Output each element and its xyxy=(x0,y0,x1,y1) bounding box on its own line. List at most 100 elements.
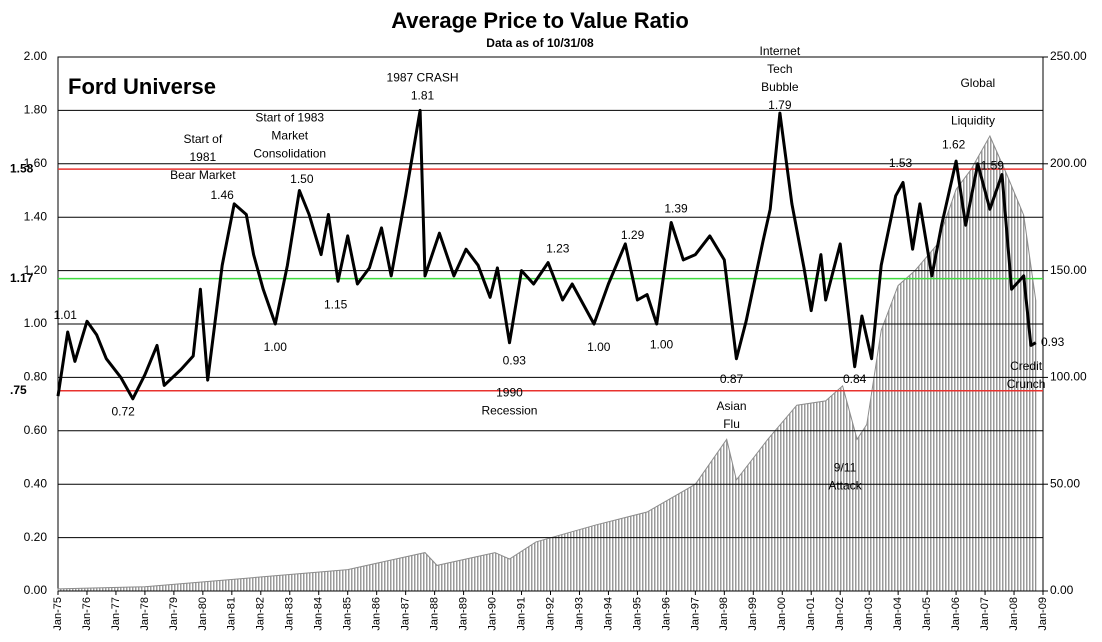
y-tick-label: 1.80 xyxy=(24,103,48,117)
x-tick-label: Jan-85 xyxy=(342,597,354,631)
y-tick-label: 0.20 xyxy=(24,530,48,544)
y-tick-label: 0.80 xyxy=(24,370,48,384)
annotation: 1981 xyxy=(190,150,217,164)
x-tick-label: Jan-78 xyxy=(139,597,151,631)
annotation: Recession xyxy=(481,404,537,418)
chart-title: Average Price to Value Ratio xyxy=(391,8,689,33)
annotation: Bubble xyxy=(761,80,799,94)
annotation: Bear Market xyxy=(170,168,236,182)
x-tick-label: Jan-06 xyxy=(950,597,962,631)
annotation: 1.00 xyxy=(650,338,674,352)
x-tick-label: Jan-99 xyxy=(747,597,759,631)
x-tick-label: Jan-94 xyxy=(602,597,614,631)
x-tick-label: Jan-90 xyxy=(486,597,498,631)
y2-tick-label: 100.00 xyxy=(1050,370,1087,384)
x-tick-label: Jan-03 xyxy=(863,597,875,631)
x-tick-label: Jan-82 xyxy=(255,597,267,631)
annotation: 1.53 xyxy=(889,156,913,170)
annotation: 1.00 xyxy=(264,340,288,354)
y2-tick-label: 150.00 xyxy=(1050,263,1087,277)
annotation: Attack xyxy=(828,478,862,492)
y-tick-label: 0.00 xyxy=(24,583,48,597)
annotation: 0.93 xyxy=(1041,335,1065,349)
x-tick-label: Jan-00 xyxy=(776,597,788,631)
x-tick-label: Jan-95 xyxy=(631,597,643,631)
annotation: Crunch xyxy=(1007,377,1046,391)
annotation: 1.15 xyxy=(324,297,348,311)
x-tick-label: Jan-97 xyxy=(689,597,701,631)
y2-tick-label: 0.00 xyxy=(1050,583,1074,597)
annotation: Liquidity xyxy=(951,113,995,127)
x-tick-label: Jan-98 xyxy=(718,597,730,631)
area xyxy=(57,134,1037,592)
y-tick-label: 0.40 xyxy=(24,476,48,490)
x-tick-label: Jan-92 xyxy=(544,597,556,631)
x-tick-label: Jan-09 xyxy=(1037,597,1049,631)
x-tick-label: Jan-91 xyxy=(515,597,527,631)
x-tick-label: Jan-04 xyxy=(892,597,904,631)
annotation: Tech xyxy=(767,62,792,76)
annotation: 0.72 xyxy=(112,404,136,418)
x-tick-label: Jan-05 xyxy=(921,597,933,631)
annotation: 1.46 xyxy=(210,188,234,202)
y2-tick-label: 50.00 xyxy=(1050,476,1080,490)
x-tick-label: Jan-83 xyxy=(284,597,296,631)
annotation: 1.59 xyxy=(981,159,1005,173)
annotation: Market xyxy=(271,129,308,143)
x-tick-label: Jan-75 xyxy=(52,597,64,631)
y2-tick-label: 250.00 xyxy=(1050,49,1087,63)
annotation: Start of xyxy=(184,132,223,146)
x-tick-label: Jan-08 xyxy=(1008,597,1020,631)
x-tick-label: Jan-89 xyxy=(457,597,469,631)
y-tick-label: 2.00 xyxy=(24,49,48,63)
x-tick-label: Jan-07 xyxy=(979,597,991,631)
x-tick-label: Jan-88 xyxy=(429,597,441,631)
annotation: 1990 xyxy=(496,386,523,400)
annotation: Consolidation xyxy=(253,147,326,161)
annotation: 0.84 xyxy=(843,372,867,386)
y-tick-label: 1.60 xyxy=(24,156,48,170)
annotation: Global xyxy=(960,76,995,90)
inset-label: Ford Universe xyxy=(68,74,216,99)
y-tick-label: 0.60 xyxy=(24,423,48,437)
x-tick-label: Jan-79 xyxy=(168,597,180,631)
reference-label: 1.17 xyxy=(10,271,34,285)
x-tick-label: Jan-01 xyxy=(805,597,817,631)
annotation: 1987 CRASH xyxy=(387,71,459,85)
x-tick-label: Jan-96 xyxy=(660,597,672,631)
annotation: 1.29 xyxy=(621,228,645,242)
annotation: Internet xyxy=(759,44,800,58)
annotation: Flu xyxy=(723,417,740,431)
reference-label: 1.58 xyxy=(10,161,34,175)
annotation: 1.23 xyxy=(546,241,570,255)
annotation: 1.01 xyxy=(54,308,78,322)
y-tick-label: 1.20 xyxy=(24,263,48,277)
x-tick-label: Jan-81 xyxy=(226,597,238,631)
annotation: 0.93 xyxy=(503,354,527,368)
annotation: 1.50 xyxy=(290,172,314,186)
chart-subtitle: Data as of 10/31/08 xyxy=(486,36,594,50)
line xyxy=(56,108,1037,401)
annotation: Start of 1983 xyxy=(255,111,324,125)
y2-tick-label: 200.00 xyxy=(1050,156,1087,170)
x-tick-label: Jan-02 xyxy=(834,597,846,631)
x-tick-label: Jan-76 xyxy=(81,597,93,631)
y-tick-label: 1.40 xyxy=(24,209,48,223)
reference-label: .75 xyxy=(10,383,27,397)
annotation: 1.79 xyxy=(768,98,792,112)
annotation: 0.87 xyxy=(720,372,744,386)
x-tick-label: Jan-93 xyxy=(573,597,585,631)
y-tick-label: 1.00 xyxy=(24,316,48,330)
x-tick-label: Jan-87 xyxy=(400,597,412,631)
x-tick-label: Jan-86 xyxy=(371,597,383,631)
annotation: 9/11 xyxy=(834,460,857,474)
x-tick-label: Jan-80 xyxy=(197,597,209,631)
annotation: 1.81 xyxy=(411,89,435,103)
annotation: 1.00 xyxy=(587,340,611,354)
annotation: Credit xyxy=(1010,359,1043,373)
plot-area: 0.00 0.20 0.40 0.60 0.80 1.00 1.20 1.40 1.60 1.80… xyxy=(10,44,1087,631)
x-tick-label: Jan-84 xyxy=(313,597,325,631)
annotation: 1.39 xyxy=(664,201,688,215)
annotation: Asian xyxy=(717,399,747,413)
